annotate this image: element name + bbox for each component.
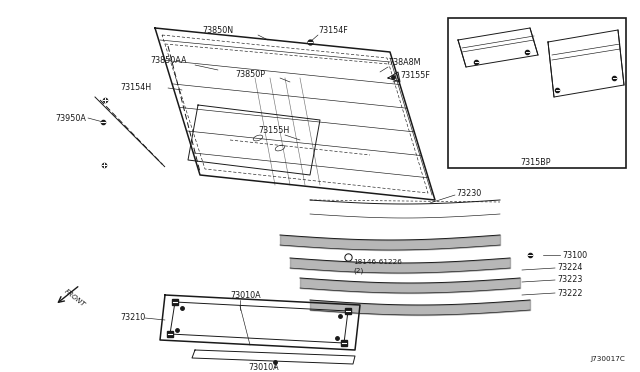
Text: 73154F: 73154F [318,26,348,35]
Text: 73222: 73222 [557,289,582,298]
Text: FRONT: FRONT [63,288,86,308]
Text: 73210: 73210 [120,314,145,323]
Text: 7315BP: 7315BP [521,158,551,167]
Text: 73010A: 73010A [248,363,278,372]
Text: (2): (2) [353,268,364,274]
Text: 73155H: 73155H [258,125,289,135]
Text: 73850P: 73850P [235,70,265,78]
Text: 73100: 73100 [562,250,587,260]
Text: J730017C: J730017C [590,356,625,362]
Text: 18146-61226: 18146-61226 [353,259,402,265]
Text: 738A8M: 738A8M [388,58,420,67]
Text: 73010A: 73010A [230,292,260,301]
Text: 73230: 73230 [456,189,481,198]
Text: 73155F: 73155F [400,71,430,80]
Text: 73224: 73224 [557,263,582,273]
Text: 73850AA: 73850AA [150,55,186,64]
Text: 73950A: 73950A [55,113,86,122]
Bar [448,18,626,168]
Text: 73850N: 73850N [202,26,233,35]
Text: 73223: 73223 [557,276,582,285]
Text: 73154H: 73154H [120,83,151,92]
